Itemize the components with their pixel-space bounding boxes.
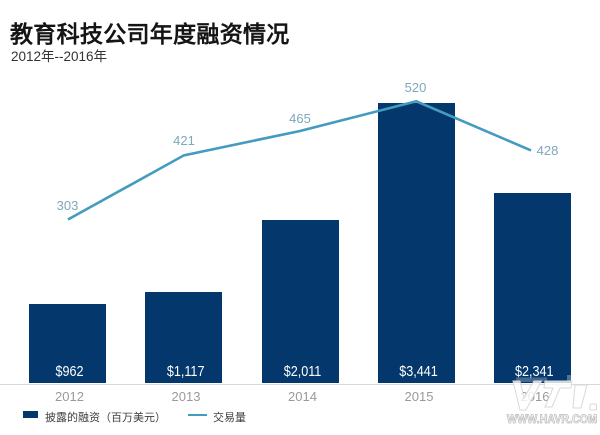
svg-text:WWW.HAVR.COM: WWW.HAVR.COM: [507, 414, 597, 426]
